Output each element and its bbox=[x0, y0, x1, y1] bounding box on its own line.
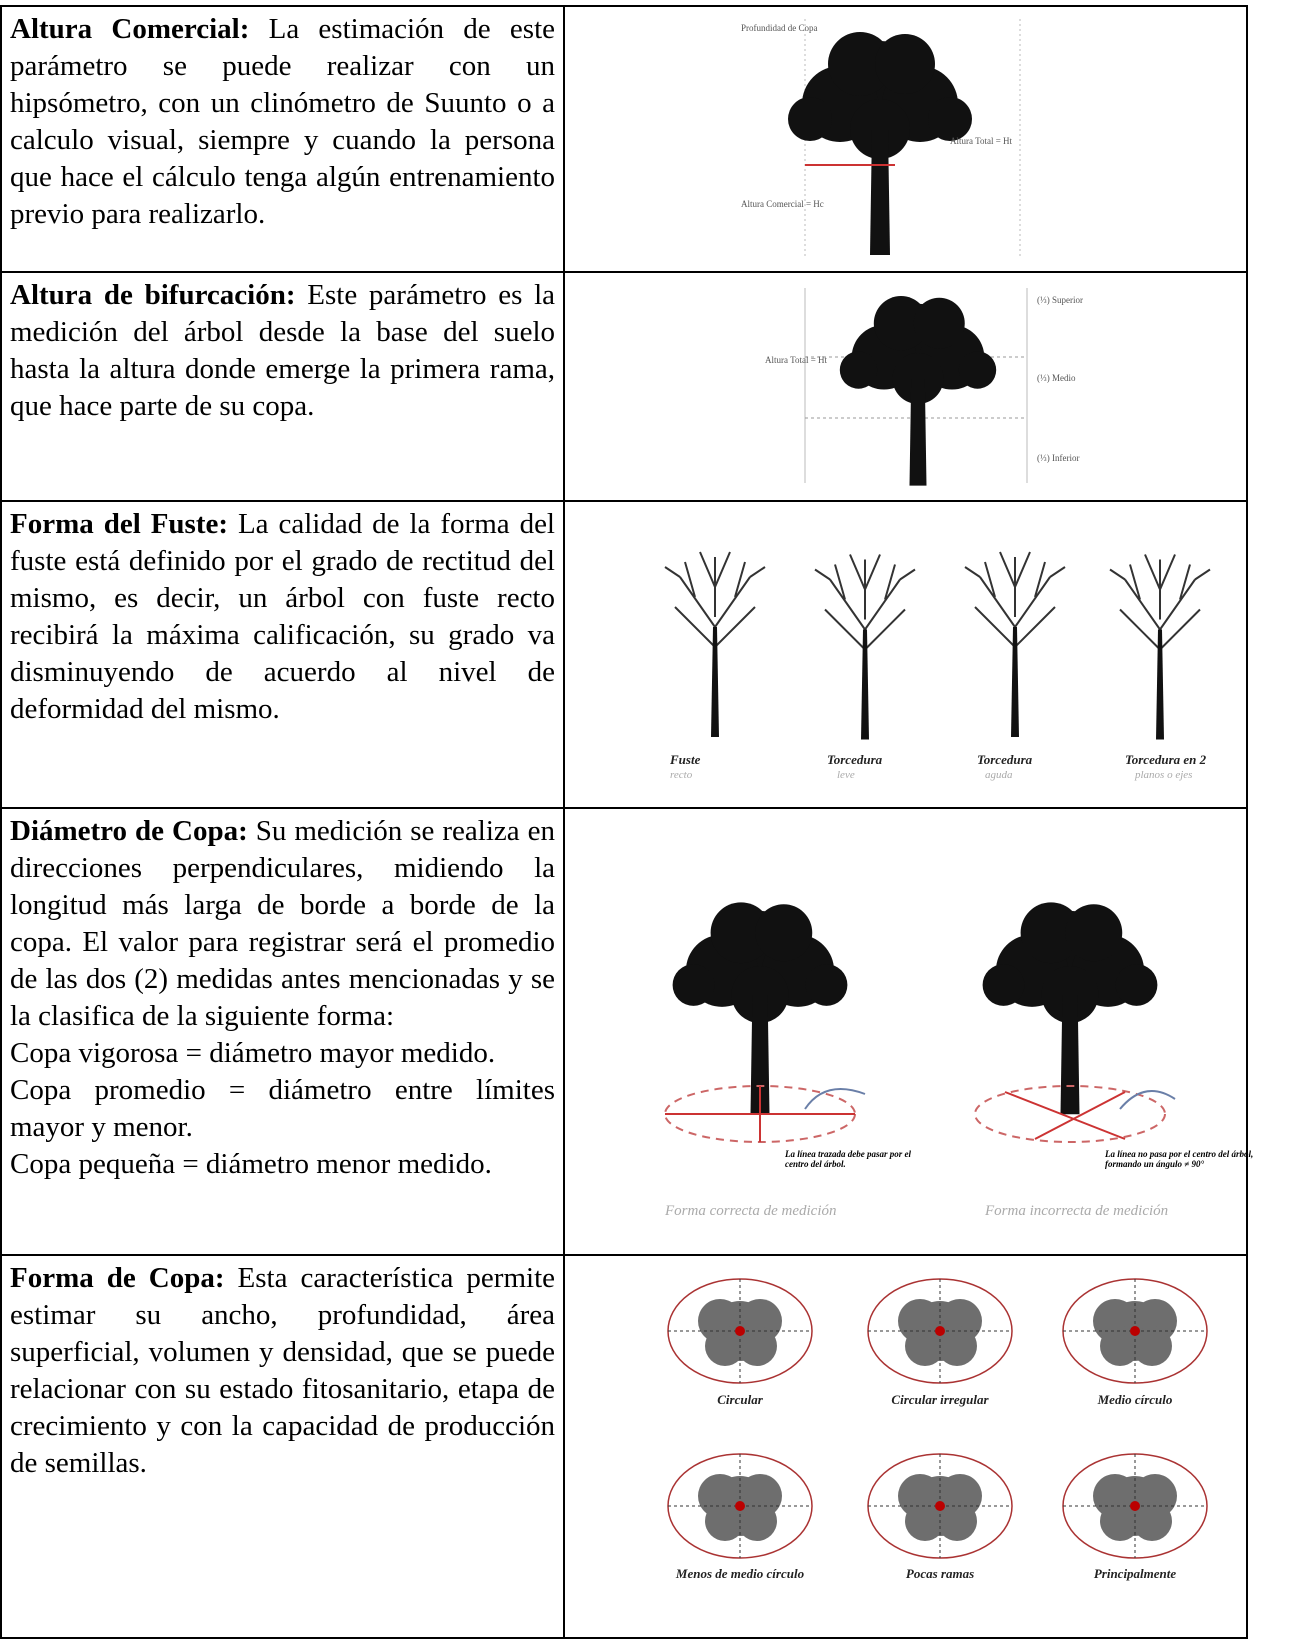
tree-illustration bbox=[839, 296, 997, 486]
note-text: La línea no pasa por el centro del árbol… bbox=[1105, 1149, 1254, 1169]
description: Su medición se realiza en direcciones pe… bbox=[10, 815, 555, 1032]
description: Esta característica permite estimar su a… bbox=[10, 1262, 555, 1479]
figure-label: Medio círculo bbox=[1097, 1392, 1173, 1407]
term: Forma del Fuste: bbox=[10, 508, 229, 540]
figure-cell: La línea trazada debe pasar por el centr… bbox=[563, 807, 1253, 1256]
note: La línea trazada debe pasar por el centr… bbox=[785, 1149, 911, 1169]
figure-label: (⅓) Medio bbox=[1037, 373, 1076, 383]
figure-cell: Fuste recto Torcedura leve Torcedura agu… bbox=[563, 500, 1248, 809]
figure-label: Altura Total = Ht bbox=[950, 136, 1013, 146]
figure-label: Fuste bbox=[669, 752, 701, 767]
term: Diámetro de Copa: bbox=[10, 815, 248, 847]
tree-illustration bbox=[963, 550, 1067, 739]
marker-line bbox=[1004, 1091, 1126, 1140]
tree-illustration bbox=[788, 32, 972, 255]
figure-label: Pocas ramas bbox=[906, 1566, 974, 1581]
figure-label: planos o ejes bbox=[1134, 769, 1192, 781]
figure-label: leve bbox=[837, 769, 855, 781]
figure-label: Torcedura en 2 bbox=[1125, 752, 1207, 767]
crown-illustration bbox=[667, 1453, 813, 1559]
figure-label: Principalmente bbox=[1094, 1566, 1177, 1581]
marker-line bbox=[1034, 1091, 1126, 1140]
figure-label: Altura Comercial = Hc bbox=[741, 199, 824, 209]
figure-label: (⅓) Inferior bbox=[1037, 453, 1079, 463]
text-cell: Altura Comercial: La estimación de este … bbox=[0, 5, 565, 273]
list-item: Copa promedio = diámetro entre límites m… bbox=[10, 1074, 555, 1143]
figure-label: Profundidad de Copa bbox=[741, 23, 818, 33]
tree-illustration bbox=[663, 550, 767, 739]
figure: La línea trazada debe pasar por el centr… bbox=[664, 902, 1254, 1219]
table-row: Altura de bifurcación: Este parámetro es… bbox=[0, 271, 1248, 502]
tree-illustration bbox=[813, 553, 917, 741]
figure: Circular Circular irregular Medio círcul… bbox=[667, 1278, 1208, 1581]
figure-label: Altura Total = Ht bbox=[765, 355, 828, 365]
note: La línea no pasa por el centro del árbol… bbox=[1105, 1149, 1254, 1169]
figure-label: Menos de medio círculo bbox=[675, 1566, 805, 1581]
figure-caption: Forma correcta de medición bbox=[664, 1203, 836, 1219]
figure-cell: Profundidad de Copa Altura Total = Ht Al… bbox=[563, 5, 1248, 273]
table-row: Forma de Copa: Esta característica permi… bbox=[0, 1254, 1248, 1639]
table-row: Altura Comercial: La estimación de este … bbox=[0, 5, 1248, 273]
figure: Fuste recto Torcedura leve Torcedura agu… bbox=[663, 550, 1212, 781]
figure: (⅓) Superior Altura Total = Ht (⅓) Medio… bbox=[765, 288, 1083, 486]
figure-label: Circular bbox=[717, 1392, 763, 1407]
tree-illustration bbox=[1108, 553, 1212, 741]
crown-outline bbox=[974, 1085, 1166, 1143]
arrow bbox=[804, 1088, 866, 1110]
figure-label: Torcedura bbox=[977, 752, 1033, 767]
note-text: La línea trazada debe pasar por el centr… bbox=[785, 1149, 911, 1169]
figure-caption: Forma incorrecta de medición bbox=[984, 1203, 1168, 1219]
crown-illustration bbox=[1062, 1453, 1208, 1559]
crown-illustration bbox=[867, 1453, 1013, 1559]
text-cell: Altura de bifurcación: Este parámetro es… bbox=[0, 271, 565, 502]
table-row: Diámetro de Copa: Su medición se realiza… bbox=[0, 807, 1253, 1256]
description: La estimación de este parámetro se puede… bbox=[10, 13, 555, 230]
crown-illustration bbox=[667, 1278, 813, 1384]
term: Altura Comercial: bbox=[10, 13, 250, 45]
text-cell: Forma de Copa: Esta característica permi… bbox=[0, 1254, 565, 1639]
arrow bbox=[1119, 1090, 1176, 1110]
figure-label: Circular irregular bbox=[891, 1392, 989, 1407]
figure-label: recto bbox=[670, 769, 693, 781]
term: Forma de Copa: bbox=[10, 1262, 225, 1294]
description: Este parámetro es la medición del árbol … bbox=[10, 279, 556, 422]
figure-cell: (⅓) Superior Altura Total = Ht (⅓) Medio… bbox=[563, 271, 1248, 502]
crown-illustration bbox=[867, 1278, 1013, 1384]
list-item: Copa vigorosa = diámetro mayor medido. bbox=[10, 1037, 496, 1069]
figure-label: Torcedura bbox=[827, 752, 883, 767]
parameters-table: Altura Comercial: La estimación de este … bbox=[0, 5, 1253, 1639]
figure-label: aguda bbox=[985, 769, 1013, 781]
crown-illustration bbox=[1062, 1278, 1208, 1384]
tree-illustration bbox=[672, 902, 848, 1115]
description: La calidad de la forma del fuste está de… bbox=[10, 508, 555, 725]
term: Altura de bifurcación: bbox=[10, 279, 296, 311]
figure: Profundidad de Copa Altura Total = Ht Al… bbox=[741, 19, 1021, 257]
tree-illustration bbox=[982, 902, 1158, 1115]
text-cell: Forma del Fuste: La calidad de la forma … bbox=[0, 500, 565, 809]
list-item: Copa pequeña = diámetro menor medido. bbox=[10, 1148, 492, 1180]
figure-label: (⅓) Superior bbox=[1037, 295, 1083, 305]
figure-cell: Circular Circular irregular Medio círcul… bbox=[563, 1254, 1248, 1639]
text-cell: Diámetro de Copa: Su medición se realiza… bbox=[0, 807, 565, 1256]
table-row: Forma del Fuste: La calidad de la forma … bbox=[0, 500, 1248, 809]
